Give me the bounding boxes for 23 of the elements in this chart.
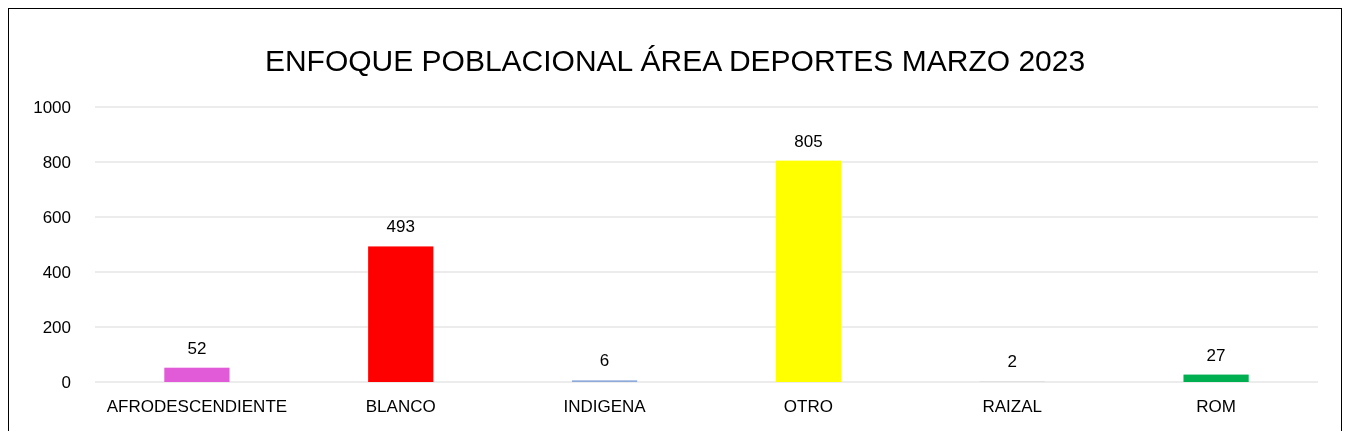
x-tick-label: INDIGENA [563, 397, 647, 416]
bar [775, 160, 842, 382]
bar [368, 246, 434, 382]
x-tick-label: OTRO [783, 397, 833, 416]
data-label: 6 [599, 351, 610, 371]
data-label: 27 [1206, 345, 1226, 365]
bar [1183, 374, 1249, 382]
bar [164, 367, 230, 382]
data-label: 52 [187, 338, 207, 358]
x-tick-label: ROM [1196, 397, 1236, 416]
y-tick-label: 600 [42, 207, 71, 227]
y-tick-label: 1000 [33, 97, 71, 117]
x-tick-label: BLANCO [365, 397, 436, 416]
y-tick-label: 200 [42, 317, 71, 337]
y-tick-label: 400 [42, 262, 71, 282]
chart-title: ENFOQUE POBLACIONAL ÁREA DEPORTES MARZO 2023 [264, 44, 1086, 77]
x-tick-label: RAIZAL [982, 397, 1043, 416]
data-label: 2 [1007, 352, 1017, 372]
y-tick-label: 0 [61, 372, 71, 392]
y-tick-label: 800 [42, 152, 71, 172]
data-label: 805 [794, 131, 823, 151]
x-tick-label: AFRODESCENDIENTE [106, 397, 288, 416]
data-label: 493 [386, 217, 415, 237]
